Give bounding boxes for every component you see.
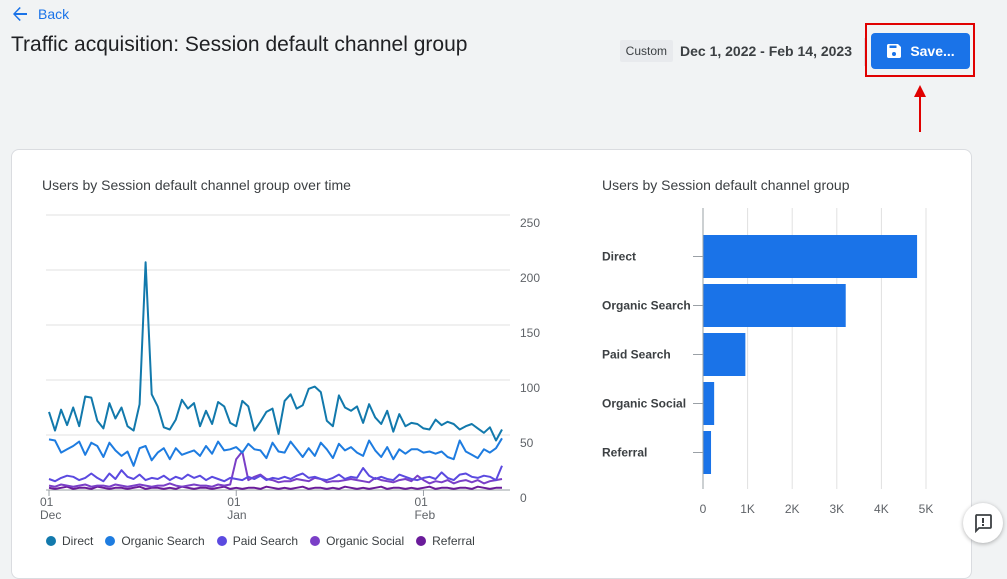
bar-chart-title: Users by Session default channel group — [602, 177, 850, 193]
legend-item-organic-social[interactable]: Organic Social — [310, 534, 404, 548]
feedback-button[interactable] — [963, 503, 1003, 543]
legend-item-paid-search[interactable]: Paid Search — [216, 534, 299, 548]
line-chart-legend: Direct Organic Search Paid Search Organic S… — [46, 534, 487, 548]
line-chart-title: Users by Session default channel group o… — [42, 177, 351, 193]
save-highlight-box — [865, 23, 975, 77]
save-button[interactable]: Save... — [871, 33, 970, 69]
legend-item-referral[interactable]: Referral — [416, 534, 475, 548]
date-chip: Custom — [619, 40, 673, 62]
divider — [864, 38, 865, 66]
legend-label: Direct — [62, 534, 94, 548]
annotation-arrow-icon — [914, 85, 926, 132]
feedback-icon — [975, 514, 992, 533]
date-range-picker[interactable]: Custom Dec 1, 2022 - Feb 14, 2023 — [619, 40, 852, 62]
legend-label: Organic Social — [326, 534, 405, 548]
legend-label: Paid Search — [232, 534, 299, 548]
legend-label: Organic Search — [121, 534, 205, 548]
legend-dot — [310, 536, 321, 546]
legend-dot — [216, 536, 227, 546]
legend-dot — [416, 536, 427, 546]
date-range-text: Dec 1, 2022 - Feb 14, 2023 — [680, 43, 852, 59]
page-title: Traffic acquisition: Session default cha… — [11, 33, 468, 56]
save-icon — [887, 44, 902, 58]
arrow-back-icon — [13, 7, 27, 21]
charts-card — [11, 149, 972, 579]
legend-item-direct[interactable]: Direct — [46, 534, 93, 548]
back-label: Back — [38, 6, 70, 22]
legend-label: Referral — [432, 534, 475, 548]
legend-item-organic-search[interactable]: Organic Search — [105, 534, 205, 548]
save-label: Save... — [910, 43, 955, 59]
legend-dot — [105, 536, 116, 546]
legend-dot — [46, 536, 56, 546]
back-link[interactable]: Back — [12, 4, 69, 24]
